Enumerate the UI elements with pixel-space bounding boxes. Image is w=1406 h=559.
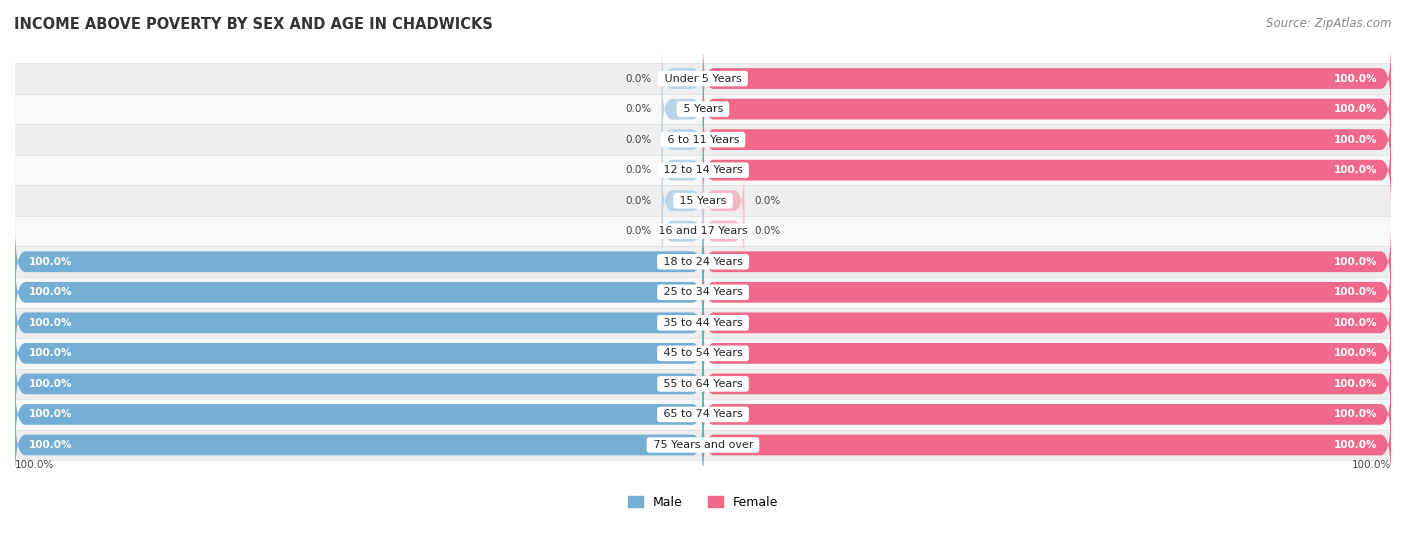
Bar — [15, 277, 1391, 307]
Bar — [15, 216, 1391, 247]
Bar — [15, 124, 1391, 155]
Text: 100.0%: 100.0% — [28, 287, 72, 297]
Text: 100.0%: 100.0% — [28, 409, 72, 419]
Text: 45 to 54 Years: 45 to 54 Years — [659, 348, 747, 358]
FancyBboxPatch shape — [15, 287, 703, 358]
FancyBboxPatch shape — [662, 104, 703, 175]
Text: 100.0%: 100.0% — [1351, 460, 1391, 470]
Text: 35 to 44 Years: 35 to 44 Years — [659, 318, 747, 328]
Text: 100.0%: 100.0% — [1334, 104, 1378, 114]
Text: 100.0%: 100.0% — [1334, 379, 1378, 389]
Text: Under 5 Years: Under 5 Years — [661, 74, 745, 83]
Bar — [15, 430, 1391, 460]
FancyBboxPatch shape — [662, 196, 703, 267]
Text: 6 to 11 Years: 6 to 11 Years — [664, 135, 742, 145]
Bar — [15, 368, 1391, 399]
FancyBboxPatch shape — [662, 165, 703, 236]
FancyBboxPatch shape — [15, 226, 703, 297]
FancyBboxPatch shape — [703, 287, 1391, 358]
Text: 100.0%: 100.0% — [1334, 287, 1378, 297]
Text: Source: ZipAtlas.com: Source: ZipAtlas.com — [1267, 17, 1392, 30]
Text: 0.0%: 0.0% — [626, 135, 651, 145]
Text: 16 and 17 Years: 16 and 17 Years — [655, 226, 751, 236]
FancyBboxPatch shape — [703, 348, 1391, 419]
Bar — [15, 247, 1391, 277]
FancyBboxPatch shape — [703, 257, 1391, 328]
FancyBboxPatch shape — [15, 257, 703, 328]
Bar — [15, 94, 1391, 124]
FancyBboxPatch shape — [662, 135, 703, 206]
Text: 100.0%: 100.0% — [15, 460, 55, 470]
Text: 0.0%: 0.0% — [626, 226, 651, 236]
Text: 100.0%: 100.0% — [1334, 409, 1378, 419]
Text: 100.0%: 100.0% — [28, 348, 72, 358]
FancyBboxPatch shape — [703, 318, 1391, 389]
FancyBboxPatch shape — [15, 348, 703, 419]
FancyBboxPatch shape — [703, 104, 1391, 175]
FancyBboxPatch shape — [703, 135, 1391, 206]
Text: 25 to 34 Years: 25 to 34 Years — [659, 287, 747, 297]
Text: 100.0%: 100.0% — [28, 318, 72, 328]
Text: 100.0%: 100.0% — [1334, 135, 1378, 145]
FancyBboxPatch shape — [703, 226, 1391, 297]
Text: 18 to 24 Years: 18 to 24 Years — [659, 257, 747, 267]
Legend: Male, Female: Male, Female — [623, 491, 783, 514]
Text: 15 Years: 15 Years — [676, 196, 730, 206]
FancyBboxPatch shape — [703, 165, 744, 236]
Text: 100.0%: 100.0% — [1334, 74, 1378, 83]
Bar — [15, 338, 1391, 368]
Text: 0.0%: 0.0% — [626, 196, 651, 206]
Text: 100.0%: 100.0% — [1334, 318, 1378, 328]
Text: 0.0%: 0.0% — [626, 104, 651, 114]
Text: 100.0%: 100.0% — [1334, 257, 1378, 267]
FancyBboxPatch shape — [703, 410, 1391, 480]
FancyBboxPatch shape — [662, 43, 703, 114]
Text: 0.0%: 0.0% — [626, 165, 651, 175]
Text: INCOME ABOVE POVERTY BY SEX AND AGE IN CHADWICKS: INCOME ABOVE POVERTY BY SEX AND AGE IN C… — [14, 17, 494, 32]
FancyBboxPatch shape — [662, 74, 703, 145]
FancyBboxPatch shape — [15, 318, 703, 389]
FancyBboxPatch shape — [15, 379, 703, 450]
Text: 100.0%: 100.0% — [1334, 440, 1378, 450]
Text: 100.0%: 100.0% — [28, 257, 72, 267]
Text: 0.0%: 0.0% — [755, 196, 780, 206]
Bar — [15, 399, 1391, 430]
FancyBboxPatch shape — [15, 410, 703, 480]
Bar — [15, 155, 1391, 186]
FancyBboxPatch shape — [703, 379, 1391, 450]
Text: 0.0%: 0.0% — [755, 226, 780, 236]
Text: 100.0%: 100.0% — [1334, 348, 1378, 358]
Text: 12 to 14 Years: 12 to 14 Years — [659, 165, 747, 175]
Bar — [15, 307, 1391, 338]
Text: 100.0%: 100.0% — [28, 379, 72, 389]
Text: 100.0%: 100.0% — [1334, 165, 1378, 175]
FancyBboxPatch shape — [703, 43, 1391, 114]
Bar — [15, 63, 1391, 94]
Text: 65 to 74 Years: 65 to 74 Years — [659, 409, 747, 419]
FancyBboxPatch shape — [703, 74, 1391, 145]
FancyBboxPatch shape — [703, 196, 744, 267]
Text: 100.0%: 100.0% — [28, 440, 72, 450]
Text: 0.0%: 0.0% — [626, 74, 651, 83]
Text: 75 Years and over: 75 Years and over — [650, 440, 756, 450]
Text: 5 Years: 5 Years — [679, 104, 727, 114]
Bar — [15, 186, 1391, 216]
Text: 55 to 64 Years: 55 to 64 Years — [659, 379, 747, 389]
